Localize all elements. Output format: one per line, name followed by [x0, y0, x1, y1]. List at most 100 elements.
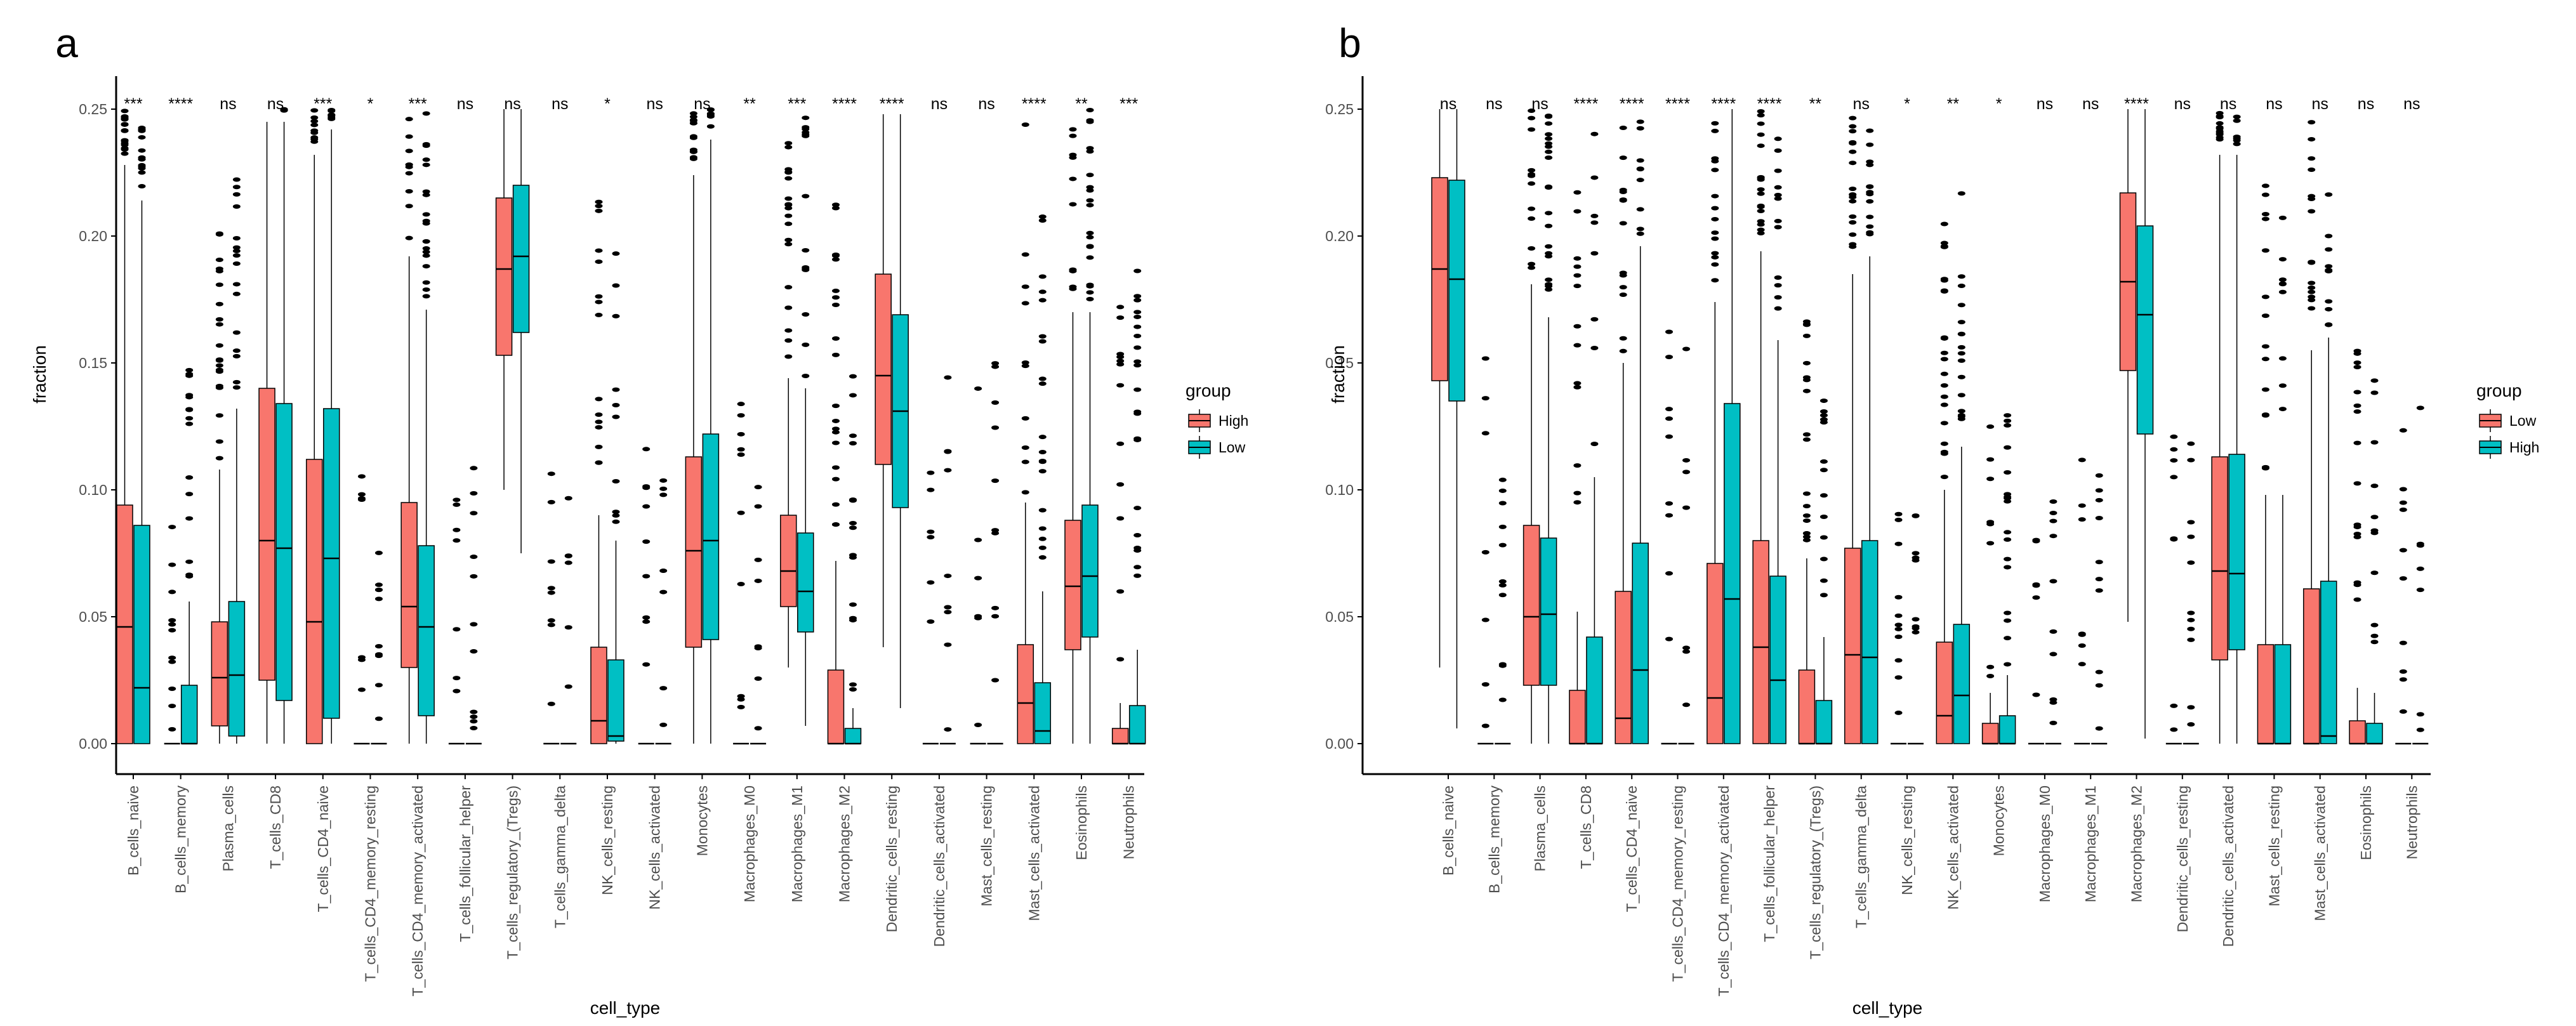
panel-a-outlier-point [185, 475, 194, 480]
panel-a-x-tick-label: Mast_cells_resting [979, 786, 995, 906]
panel-a-outlier-point [121, 128, 129, 133]
panel-b-outlier-point [1682, 505, 1690, 510]
panel-a-label: a [55, 20, 78, 66]
panel-b-outlier-point [1528, 265, 1536, 270]
panel-b-outlier-point [2353, 481, 2361, 486]
panel-a-outlier-point [1038, 450, 1047, 455]
panel-b-outlier-point [2187, 534, 2195, 539]
panel-a-outlier-point [784, 221, 793, 227]
panel-b-outlier-point [2278, 289, 2287, 294]
panel-b-outlier-point [1665, 407, 1673, 412]
panel-a-box [211, 621, 228, 727]
panel-b-outlier-point [1573, 463, 1582, 468]
panel-b-outlier-point [1894, 511, 1903, 516]
panel-b-box [2302, 588, 2320, 744]
panel-a-outlier-point [1086, 198, 1094, 203]
panel-b-outlier-point [2370, 515, 2379, 520]
panel-b-outlier-point [1849, 220, 1857, 225]
panel-a-outlier-point [832, 426, 840, 431]
panel-a-outlier-point [1133, 548, 1142, 553]
panel-b-outlier-point [1619, 126, 1627, 131]
panel-b-x-tick-label: Macrophages_M1 [2082, 786, 2099, 902]
panel-b-x-tick-label: T_cells_CD4_naive [1623, 786, 1640, 912]
panel-a-outlier-point [422, 253, 430, 258]
panel-a-outlier-point [832, 352, 840, 357]
panel-b-outlier-point [2078, 662, 2086, 667]
panel-a-x-tick-label: Macrophages_M2 [836, 786, 853, 902]
panel-a-significance-label: **** [168, 95, 193, 113]
panel-b-outlier-point [1528, 246, 1536, 251]
panel-a-outlier-point [452, 538, 461, 543]
panel-a-outlier-point [1086, 188, 1094, 193]
panel-b-outlier-point [1986, 477, 1995, 482]
panel-b-outlier-point [1757, 222, 1765, 227]
panel-b-outlier-point [2004, 445, 2012, 450]
panel-a-significance-label: ns [931, 95, 948, 113]
panel-b-outlier-point [2308, 209, 2316, 214]
panel-b-outlier-point [1820, 556, 1828, 562]
panel-b-outlier-point [2095, 669, 2103, 674]
panel-b-outlier-point [2233, 114, 2241, 119]
panel-b-outlier-point [1820, 398, 1828, 404]
panel-b-outlier-point [1957, 393, 1965, 398]
panel-b-outlier-point [2078, 457, 2086, 463]
panel-a-outlier-point [405, 162, 413, 168]
panel-a-outlier-point [927, 487, 935, 492]
panel-b-outlier-point [1940, 240, 1948, 246]
panel-a-outlier-point [1116, 355, 1125, 360]
panel-a-outlier-point [1038, 376, 1047, 381]
panel-b-significance-label: ns [2403, 95, 2420, 113]
panel-a-outlier-point [1086, 244, 1094, 249]
panel-b-outlier-point [1940, 336, 1948, 341]
panel-b-outlier-point [1528, 127, 1536, 132]
panel-a-outlier-point [185, 421, 194, 426]
panel-a-outlier-point [422, 111, 430, 116]
panel-a-outlier-point [470, 709, 478, 714]
panel-a-outlier-point [215, 363, 223, 368]
panel-b-outlier-point [2416, 712, 2424, 717]
panel-a-outlier-point [138, 148, 146, 153]
panel-b-outlier-point [1682, 645, 1690, 650]
panel-a-outlier-point [452, 527, 461, 532]
panel-b-outlier-point [1774, 192, 1782, 197]
panel-b-outlier-point [1774, 218, 1782, 223]
panel-a-outlier-point [927, 580, 935, 585]
panel-a-outlier-point [849, 682, 857, 687]
panel-b-outlier-point [2004, 537, 2012, 542]
panel-b-outlier-point [1481, 549, 1489, 555]
panel-a-outlier-point [215, 367, 223, 372]
panel-b-significance-label: ** [1947, 95, 1960, 113]
panel-a-outlier-point [422, 143, 430, 148]
panel-a-outlier-point [422, 294, 430, 299]
panel-a-outlier-point [927, 470, 935, 475]
panel-b-x-axis-title: cell_type [1853, 998, 1923, 1018]
panel-b-outlier-point [1757, 231, 1765, 236]
panel-a-outlier-point [375, 654, 383, 659]
panel-b-outlier-point [1711, 194, 1719, 199]
panel-a-outlier-point [215, 439, 223, 444]
panel-a-outlier-point [121, 109, 129, 114]
panel-a-box [1081, 504, 1099, 638]
panel-a-outlier-point [1021, 122, 1029, 127]
panel-b-outlier-point [1849, 161, 1857, 166]
panel-a-outlier-point [849, 433, 857, 438]
panel-b-outlier-point [1636, 158, 1644, 163]
panel-a-outlier-point [1133, 436, 1142, 441]
panel-a-outlier-point [121, 114, 129, 119]
panel-a-outlier-point [802, 267, 810, 272]
panel-b-outlier-point [1894, 541, 1903, 546]
panel-b-outlier-point [1820, 514, 1828, 519]
panel-a-outlier-point [232, 385, 241, 390]
panel-a-outlier-point [405, 148, 413, 154]
panel-a-outlier-point [185, 407, 194, 412]
panel-a-x-axis-title: cell_type [590, 998, 661, 1018]
panel-a-significance-label: ns [220, 95, 236, 113]
panel-a-outlier-point [642, 539, 651, 544]
panel-b-outlier-point [1940, 278, 1948, 283]
panel-b-outlier-point [1498, 524, 1507, 529]
panel-b-x-tick-label: Neutrophils [2403, 786, 2420, 859]
panel-b-outlier-point [1802, 491, 1811, 496]
panel-b-outlier-point [1573, 381, 1582, 386]
panel-b-outlier-point [2216, 115, 2224, 120]
